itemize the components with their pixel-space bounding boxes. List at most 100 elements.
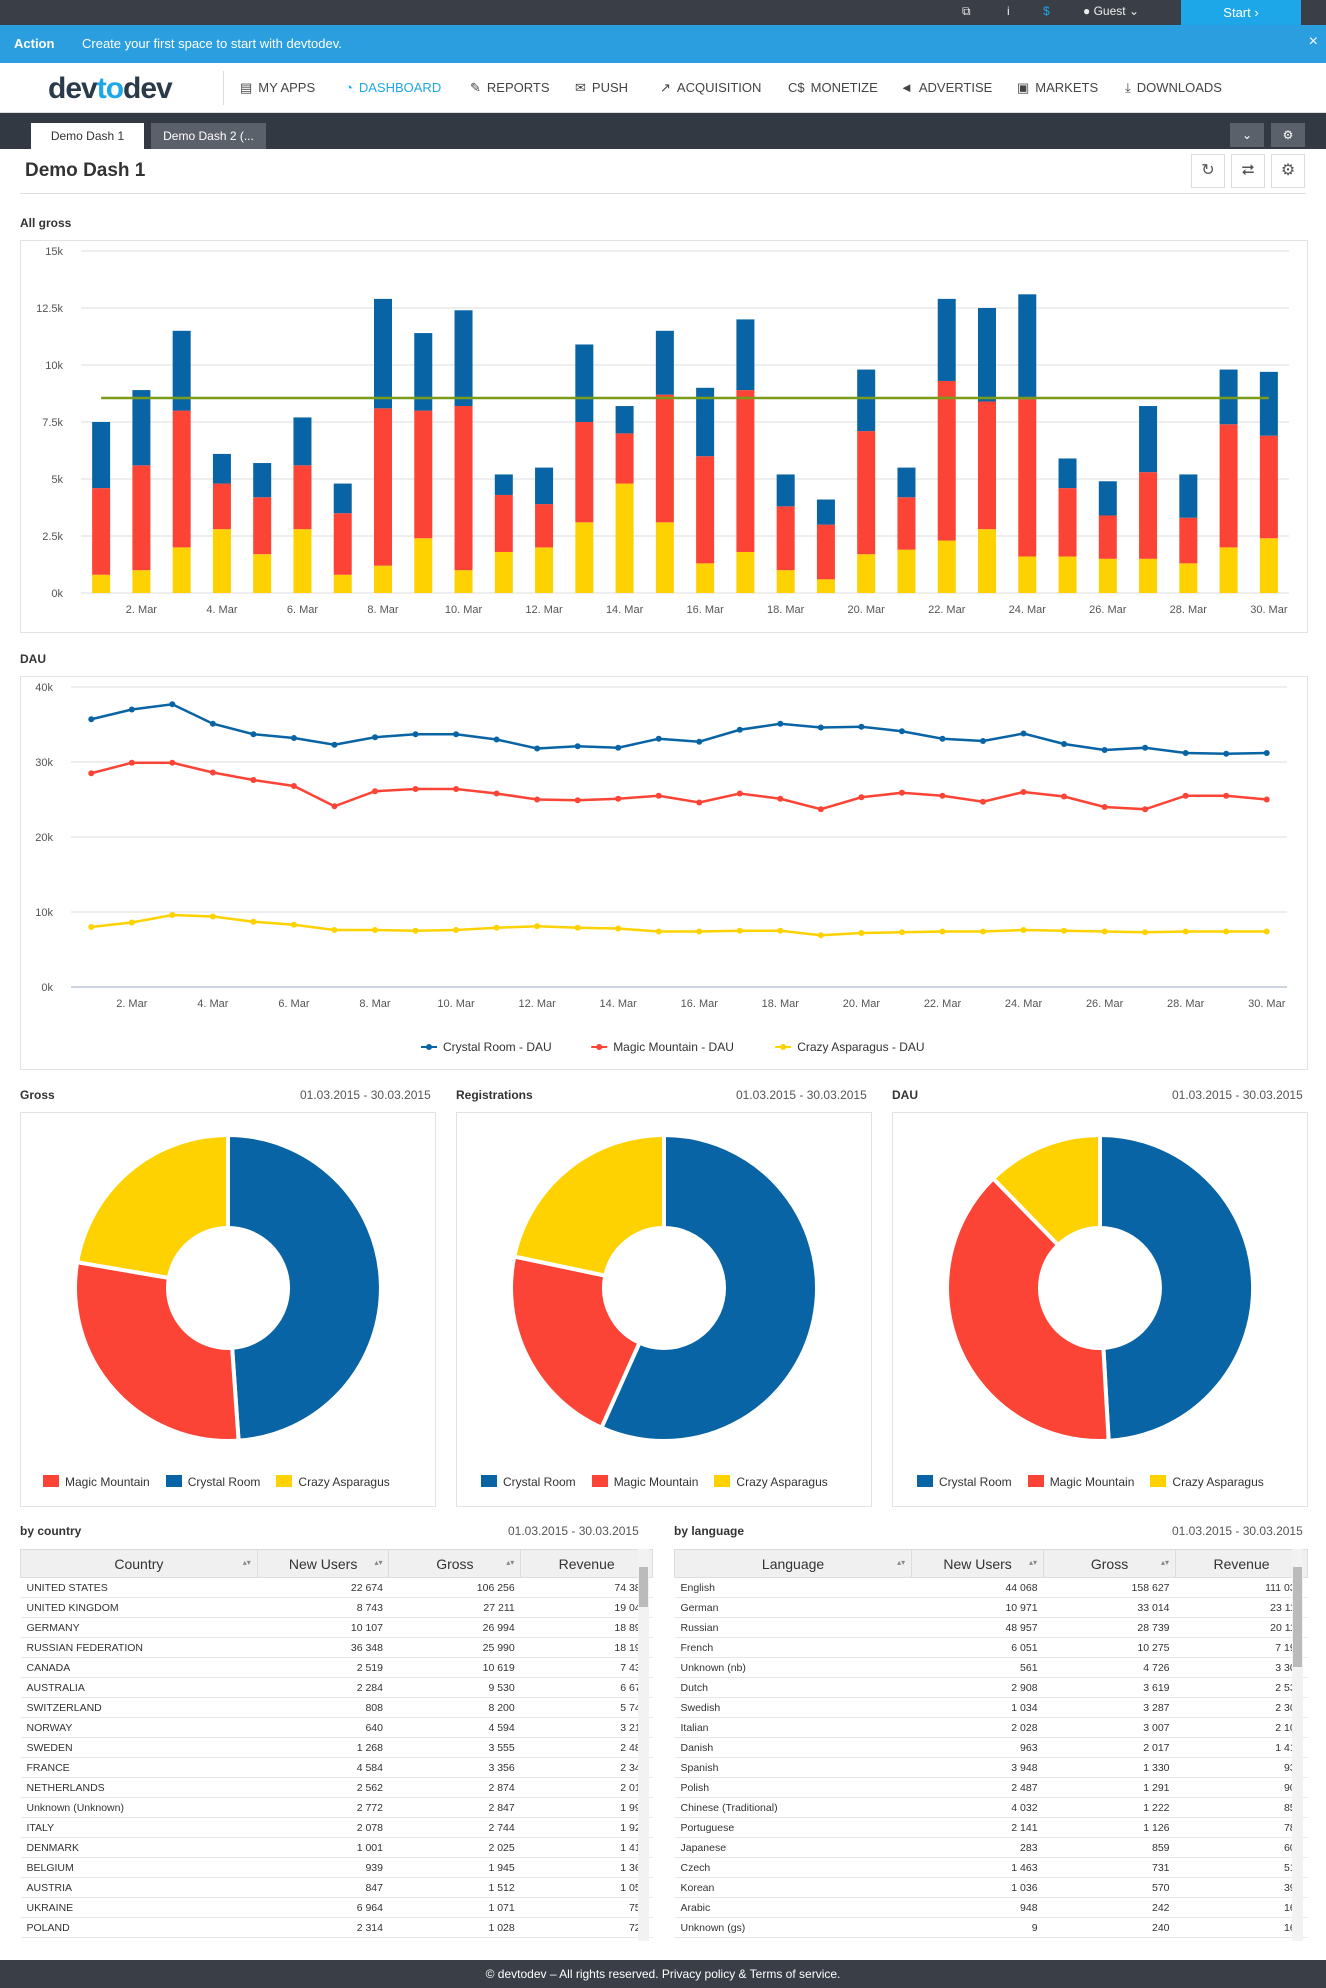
column-header[interactable]: Revenue▴▾ (520, 1549, 653, 1578)
legend-item[interactable]: Magic Mountain (1027, 1475, 1134, 1489)
table-cell: 855 (1175, 1797, 1308, 1818)
table-row[interactable]: UNITED STATES 22 674 106 256 74 380 (20, 1577, 653, 1598)
legend-item[interactable]: Magic Mountain (591, 1475, 699, 1489)
country-table-scrollbar[interactable] (638, 1549, 649, 1941)
point-crazy-asparagus (1223, 928, 1230, 935)
table-row[interactable]: SWITZERLAND 808 8 200 5 740 (20, 1697, 653, 1718)
legend-item[interactable]: Crazy Asparagus (276, 1475, 390, 1489)
column-header[interactable]: Language ▴▾ (674, 1549, 913, 1578)
tabs-dropdown-button[interactable]: ⌄ (1230, 123, 1264, 147)
window-icon[interactable]: ⧉ (962, 4, 971, 18)
scrollbar-thumb[interactable] (639, 1567, 648, 1607)
table-row[interactable]: German 10 971 33 014 23 110 (674, 1597, 1308, 1618)
table-cell: Polish (674, 1777, 912, 1798)
nav-reports[interactable]: ✎ REPORTS (470, 80, 550, 95)
column-header[interactable]: Revenue▴▾ (1175, 1549, 1308, 1578)
nav-downloads[interactable]: ⤓ DOWNLOADS (1125, 80, 1222, 95)
table-row[interactable]: AUSTRALIA 2 284 9 530 6 671 (20, 1677, 653, 1698)
nav-my-apps[interactable]: ▤ MY APPS (240, 80, 316, 95)
language-table-scrollbar[interactable] (1292, 1549, 1303, 1941)
legend-item[interactable]: Crystal Room (917, 1475, 1012, 1489)
column-header[interactable]: New Users ▴▾ (911, 1549, 1045, 1578)
point-magic-mountain (169, 759, 176, 766)
table-cell: 6 964 (257, 1897, 389, 1918)
table-row[interactable]: Unknown (nb) 561 4 726 3 308 (674, 1657, 1308, 1678)
table-row[interactable]: Japanese283859601 (674, 1837, 1308, 1858)
close-icon[interactable]: × (1308, 33, 1318, 50)
action-message[interactable]: Create your first space to start with de… (82, 36, 342, 51)
tab-demo-dash-1[interactable]: Demo Dash 1 (31, 123, 144, 149)
table-row[interactable]: ITALY 2 078 2 744 1 921 (20, 1817, 653, 1838)
info-icon[interactable]: i (1007, 4, 1010, 18)
tabs-settings-button[interactable]: ⚙ (1271, 123, 1305, 147)
table-row[interactable]: NORWAY 640 4 594 3 216 (20, 1717, 653, 1738)
table-cell: 1 222 (1043, 1797, 1176, 1818)
x-tick-label: 18. Mar (767, 604, 805, 616)
nav-markets[interactable]: ▣ MARKETS (1017, 80, 1099, 95)
dollar-icon[interactable]: $ (1043, 4, 1050, 18)
nav-monetize[interactable]: C$ MONETIZE (788, 80, 878, 95)
legend-item[interactable]: Crazy Asparagus (1150, 1475, 1264, 1489)
legend-item[interactable]: Crystal Room (481, 1475, 576, 1489)
table-row[interactable]: SWEDEN 1 268 3 555 2 488 (20, 1737, 653, 1758)
nav-advertise[interactable]: ◄ ADVERTISE (900, 80, 993, 95)
table-row[interactable]: GERMANY 10 107 26 994 18 896 (20, 1617, 653, 1638)
table-row[interactable]: NETHERLANDS 2 562 2 874 2 012 (20, 1777, 653, 1798)
table-row[interactable]: Danish 963 2 017 1 412 (674, 1737, 1308, 1758)
nav-push[interactable]: ✉ PUSH (575, 80, 629, 95)
table-row[interactable]: CANADA 2 519 10 619 7 434 (20, 1657, 653, 1678)
dau-pie-chart (945, 1132, 1256, 1443)
point-crystal-room (574, 743, 581, 750)
table-cell: 601 (1175, 1837, 1308, 1858)
bar-crystal-room (655, 330, 674, 395)
column-header[interactable]: Gross ▴▾ (388, 1549, 522, 1578)
x-tick-label: 18. Mar (762, 998, 800, 1010)
bar-crazy-asparagus (857, 554, 876, 593)
column-header[interactable]: Gross ▴▾ (1043, 1549, 1177, 1578)
table-row[interactable]: BELGIUM 939 1 945 1 361 (20, 1857, 653, 1878)
bar-crystal-room (172, 330, 191, 411)
legend-label: Magic Mountain (613, 1475, 699, 1489)
guest-menu[interactable]: ● Guest ⌄ (1083, 4, 1139, 18)
start-button[interactable]: Start › (1181, 0, 1301, 25)
column-header[interactable]: New Users ▴▾ (256, 1549, 390, 1578)
table-row[interactable]: Unknown (gs)9240168 (674, 1917, 1308, 1938)
legend-item[interactable]: Magic Mountain (43, 1475, 150, 1489)
column-header[interactable]: Country ▴▾ (20, 1549, 258, 1578)
table-row[interactable]: FRANCE 4 584 3 356 2 349 (20, 1757, 653, 1778)
table-row[interactable]: Russian 48 957 28 739 20 117 (674, 1617, 1308, 1638)
nav-acquisition[interactable]: ↗ ACQUISITION (660, 80, 762, 95)
devtodev-logo[interactable]: devtodev (48, 72, 173, 105)
table-cell: 3 619 (1043, 1677, 1176, 1698)
table-row[interactable]: Swedish 1 034 3 287 2 301 (674, 1697, 1308, 1718)
table-row[interactable]: Arabic948242169 (674, 1897, 1308, 1918)
table-row[interactable]: AUSTRIA 847 1 512 1 058 (20, 1877, 653, 1898)
legend-item[interactable]: Crystal Room (165, 1475, 260, 1489)
table-row[interactable]: Italian 2 028 3 007 2 105 (674, 1717, 1308, 1738)
page-settings-button[interactable]: ⚙ (1271, 154, 1305, 188)
share-button[interactable]: ⮂ (1231, 154, 1265, 188)
table-row[interactable]: RUSSIAN FEDERATION 36 348 25 990 18 193 (20, 1637, 653, 1658)
table-row[interactable]: Unknown (Unknown) 2 772 2 847 1 993 (20, 1797, 653, 1818)
table-row[interactable]: French 6 051 10 275 7 193 (674, 1637, 1308, 1658)
table-cell: SWITZERLAND (20, 1697, 258, 1718)
table-cell: 2 874 (388, 1777, 521, 1798)
legend-item[interactable]: Crazy Asparagus (714, 1475, 828, 1489)
table-row[interactable]: Dutch 2 908 3 619 2 533 (674, 1677, 1308, 1698)
table-row[interactable]: DENMARK 1 001 2 025 1 417 (20, 1837, 653, 1858)
refresh-button[interactable]: ↻ (1191, 154, 1225, 188)
scrollbar-thumb[interactable] (1293, 1567, 1302, 1667)
nav-dashboard[interactable]: ◔ DASHBOARD (345, 80, 442, 95)
table-row[interactable]: UNITED KINGDOM 8 743 27 211 19 048 (20, 1597, 653, 1618)
table-cell: UNITED KINGDOM (20, 1597, 258, 1618)
table-row[interactable]: English 44 068 158 627 111 039 (674, 1577, 1308, 1598)
tab-demo-dash-2[interactable]: Demo Dash 2 (... (151, 123, 266, 149)
